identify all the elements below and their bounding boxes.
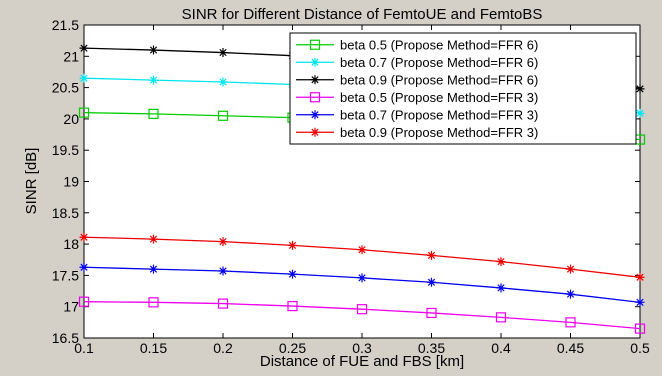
legend-entry: beta 0.7 (Propose Method=FFR 6) [296,55,538,70]
data-point [218,237,228,247]
x-tick-label: 0.1 [74,340,94,356]
legend-marker [310,110,320,120]
data-point [635,272,645,282]
series-4 [78,296,646,334]
data-point [78,296,90,307]
data-point [635,108,645,118]
data-point [217,298,229,309]
data-point [78,107,90,118]
data-point [149,45,158,55]
data-point [287,300,298,312]
legend-marker [309,39,321,50]
x-tick-label: 0.3 [352,340,372,356]
legend-entry: beta 0.9 (Propose Method=FFR 3) [296,125,538,140]
legend-label: beta 0.9 (Propose Method=FFR 6) [340,72,538,87]
data-point [218,266,228,276]
data-point [427,277,436,287]
legend-marker [310,75,320,85]
legend-entry: beta 0.7 (Propose Method=FFR 3) [296,107,538,122]
data-point [288,240,297,250]
legend-label: beta 0.9 (Propose Method=FFR 3) [340,125,538,140]
series-line [83,301,641,330]
y-tick-label: 17.5 [52,267,79,283]
data-point [79,262,89,272]
data-point [218,77,228,87]
data-point [634,323,646,334]
y-tick-label: 20 [63,111,79,127]
y-tick-label: 21.5 [52,17,79,33]
legend-label: beta 0.7 (Propose Method=FFR 3) [340,107,538,122]
y-axis-label: SINR [dB] [23,148,40,215]
data-point [79,232,89,242]
y-tick-label: 16.5 [52,330,79,346]
y-tick-label: 19 [63,174,79,190]
x-tick-label: 0.2 [213,340,233,356]
chart-title: SINR for Different Distance of FemtoUE a… [182,6,543,23]
axes: 0.1 0.15 0.2 0.25 0.3 0.35 0.4 0.45 0.5 16.5 17 17.… [52,17,650,356]
legend-label: beta 0.5 (Propose Method=FFR 3) [340,90,538,105]
legend-entry: beta 0.9 (Propose Method=FFR 6) [296,72,538,87]
x-tick-label: 0.25 [279,340,306,356]
data-point [79,43,89,53]
legend-entry: beta 0.5 (Propose Method=FFR 6) [296,37,538,52]
data-point [565,317,576,328]
data-point [566,264,575,274]
x-axis-label: Distance of FUE and FBS [km] [260,353,464,370]
data-point [495,312,507,323]
data-point [79,73,89,83]
data-point [217,110,229,121]
y-tick-label: 20.5 [52,80,79,96]
legend-marker [309,92,321,103]
data-point [218,48,228,58]
legend-label: beta 0.5 (Propose Method=FFR 6) [340,37,538,52]
data-point [635,297,645,307]
x-tick-label: 0.15 [140,340,167,356]
legend-entry: beta 0.5 (Propose Method=FFR 3) [296,90,538,105]
x-tick-label: 0.5 [630,340,650,356]
legend-marker [310,127,320,137]
legend-label: beta 0.7 (Propose Method=FFR 6) [340,55,538,70]
x-tick-label: 0.4 [491,340,511,356]
y-tick-label: 19.5 [52,142,79,158]
legend: beta 0.5 (Propose Method=FFR 6) beta 0.7 … [289,32,637,145]
series-5 [79,262,645,307]
x-tick-label: 0.45 [557,340,584,356]
y-tick-label: 18.5 [52,205,79,221]
y-tick-label: 17 [63,299,79,315]
data-point [427,250,436,260]
data-point [148,108,159,119]
data-point [426,307,437,319]
series-6 [79,232,645,282]
data-point [149,234,158,244]
legend-box [289,32,637,145]
data-point [149,264,158,274]
y-tick-label: 18 [63,236,79,252]
data-point [496,283,506,293]
data-point [149,75,158,85]
data-point [288,269,297,279]
data-point [357,273,367,283]
data-point [357,245,367,255]
data-point [566,289,575,299]
data-point [496,257,506,267]
data-point [148,297,159,308]
legend-marker [310,57,320,67]
x-tick-label: 0.35 [418,340,445,356]
data-point [356,304,368,315]
y-tick-label: 21 [63,48,79,64]
data-point [635,84,645,94]
